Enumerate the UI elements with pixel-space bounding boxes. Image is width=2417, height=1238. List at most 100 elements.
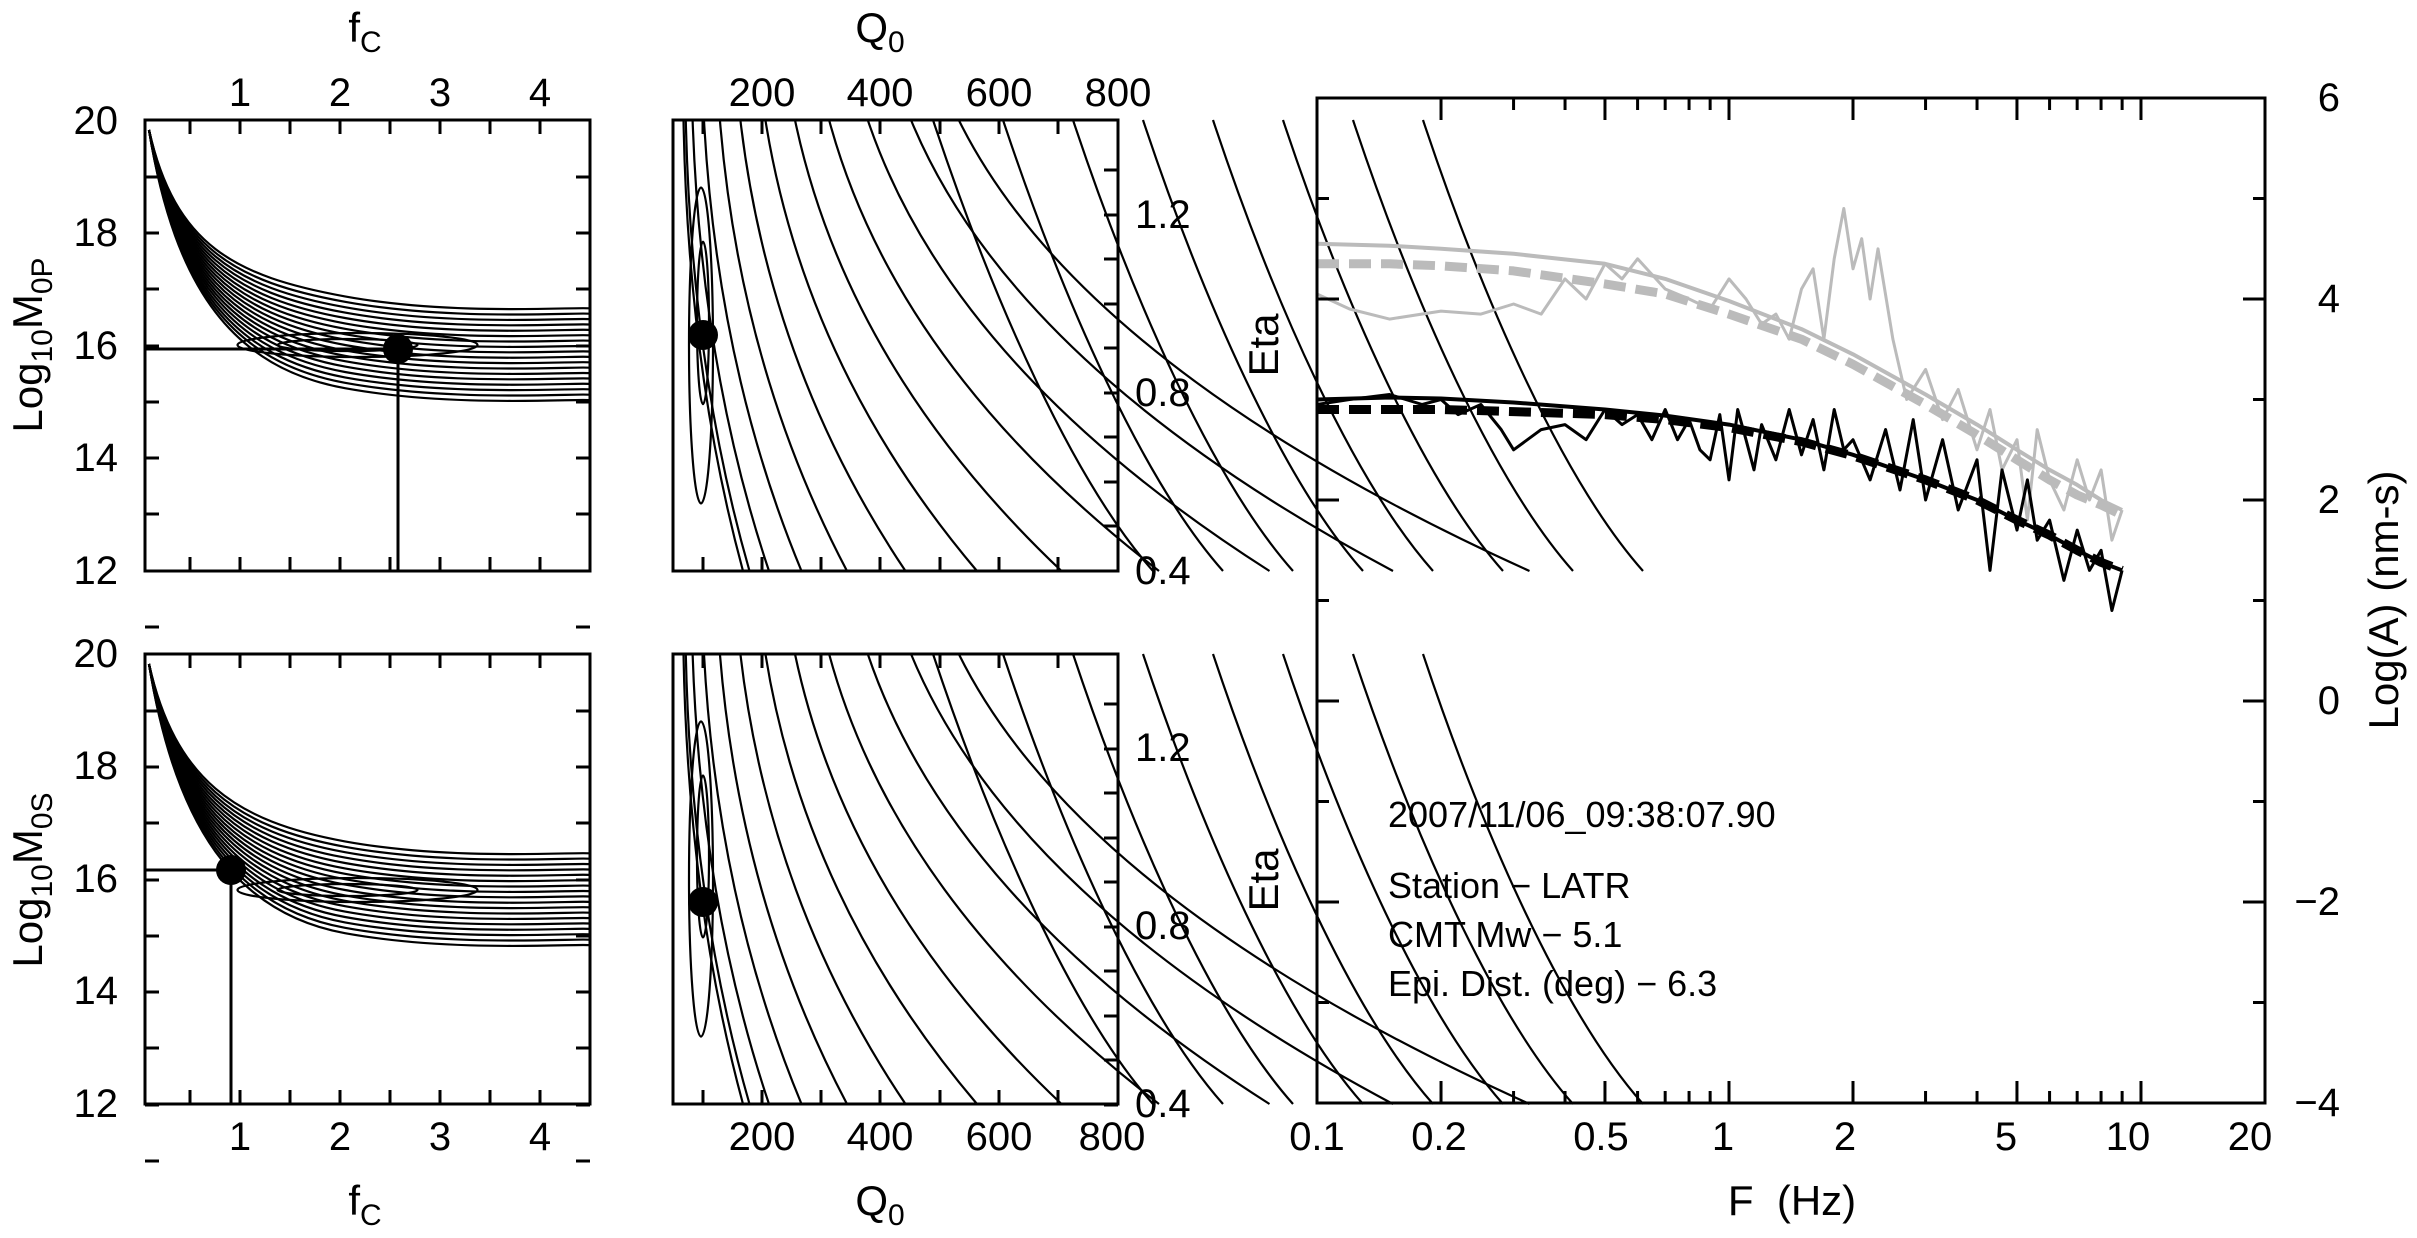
y-tick-label: 16 (74, 324, 119, 368)
contour-line (147, 129, 591, 316)
contour-line (702, 653, 803, 1105)
y-tick-label: 14 (74, 969, 119, 1013)
y-tick-label: 18 (74, 744, 119, 788)
contour-line (691, 653, 771, 1105)
contour-line (931, 653, 1154, 1105)
y-axis-label: Log10M0S (4, 792, 59, 967)
y-tick-label: 4 (2318, 277, 2340, 321)
contour-lines (147, 129, 591, 403)
best-fit-marker (688, 320, 718, 350)
contour-line (866, 653, 1271, 1105)
x-tick-label: 1 (229, 1115, 251, 1159)
contour-line (276, 882, 419, 898)
x-tick-label: 1 (1712, 1115, 1734, 1159)
y-tick-label: −2 (2294, 880, 2340, 924)
axis-ticks (145, 118, 590, 629)
contour-line (718, 653, 848, 1105)
gray-observed-line (1316, 207, 2124, 542)
contour-line (1071, 653, 1294, 1105)
x-tick-label: 200 (729, 1115, 796, 1159)
y-axis-label-right: Eta (1240, 848, 1287, 912)
contour-line (1141, 119, 1364, 572)
x-tick-label: 20 (2228, 1115, 2273, 1159)
contour-line (1071, 119, 1294, 572)
y-tick-label: 0.8 (1135, 904, 1191, 948)
black-fit-line (1317, 405, 2124, 575)
contour-line (957, 119, 1530, 573)
panel-bottom-middle: 200 400 600 800 Q0 0.4 0.8 1.2 Eta (671, 652, 1644, 1232)
axis-ticks (701, 120, 1118, 573)
contour-line (828, 119, 1160, 572)
y-tick-label: 0 (2318, 679, 2340, 723)
y-tick-label: 0.8 (1135, 371, 1191, 415)
x-tick-label: 600 (966, 1115, 1033, 1159)
contour-line (684, 119, 751, 572)
contour-line (1141, 653, 1364, 1105)
contour-line (147, 663, 591, 948)
contour-line (1421, 653, 1644, 1105)
contour-line (1001, 119, 1224, 572)
y-tick-label: 16 (74, 857, 119, 901)
x-tick-label: 2 (329, 1115, 351, 1159)
x-tick-label: 1 (229, 71, 251, 115)
contour-line (957, 653, 1530, 1106)
axis-ticks (1315, 96, 2267, 1105)
best-fit-marker (383, 334, 413, 364)
y-tick-label: −4 (2294, 1081, 2340, 1125)
x-tick-label: 0.2 (1411, 1115, 1467, 1159)
annotation-event-time: 2007/11/06_09:38:07.90 (1388, 794, 1776, 835)
axis-ticks (145, 652, 590, 1163)
black-observed-line (1316, 393, 2124, 612)
y-axis-label: Log10M0P (4, 257, 59, 432)
contour-line (1281, 119, 1504, 572)
contour-line (147, 129, 591, 327)
best-fit-marker (216, 855, 246, 885)
contour-line (739, 119, 907, 572)
y-tick-label: 0.4 (1135, 1082, 1191, 1126)
contour-line (147, 663, 591, 894)
panel-top-middle: 200 400 600 800 Q0 0.4 0.8 1.2 Eta (671, 4, 1644, 593)
bottom-axis-label: fC (348, 1177, 381, 1232)
contour-line (764, 119, 978, 572)
top-axis-label: Q0 (855, 4, 904, 59)
contour-line (793, 653, 1063, 1105)
y-tick-label: 12 (74, 549, 119, 593)
contour-line (691, 119, 771, 572)
x-tick-label: 400 (847, 71, 914, 115)
contour-line (1351, 119, 1574, 572)
y-tick-label: 1.2 (1135, 193, 1191, 237)
y-tick-label: 14 (74, 436, 119, 480)
x-tick-label: 5 (1995, 1115, 2017, 1159)
gray-model-line (1316, 241, 2123, 512)
contour-line (147, 129, 591, 311)
contour-lines (147, 663, 591, 948)
contour-line (147, 129, 591, 359)
y-axis-label: Log(A) (nm-s) (2360, 470, 2407, 729)
contour-line (276, 337, 419, 353)
contour-line (909, 653, 1394, 1105)
contour-line (236, 331, 479, 359)
panel-top-left: 1 2 3 4 fC 12 14 16 18 20 Log10M0P (4, 4, 592, 629)
contour-line (1421, 119, 1644, 572)
annotation-station: Station − LATR (1388, 865, 1630, 906)
plot-frame (671, 652, 1120, 1106)
contour-line (147, 129, 591, 322)
y-tick-label: 1.2 (1135, 726, 1191, 770)
y-tick-label: 2 (2318, 478, 2340, 522)
contour-line (866, 119, 1271, 572)
contour-line (764, 653, 978, 1105)
y-tick-label: 0.4 (1135, 549, 1191, 593)
x-tick-label: 800 (1085, 71, 1152, 115)
contour-line (702, 119, 803, 572)
contour-line (739, 653, 907, 1105)
contour-lines (682, 119, 1644, 573)
contour-line (1001, 653, 1224, 1105)
contour-line (687, 720, 715, 1038)
best-fit-marker (688, 887, 718, 917)
contour-line (931, 119, 1154, 572)
x-tick-label: 0.1 (1289, 1115, 1345, 1159)
contour-line (718, 119, 848, 572)
x-tick-label: 4 (529, 1115, 551, 1159)
contour-line (828, 653, 1160, 1105)
